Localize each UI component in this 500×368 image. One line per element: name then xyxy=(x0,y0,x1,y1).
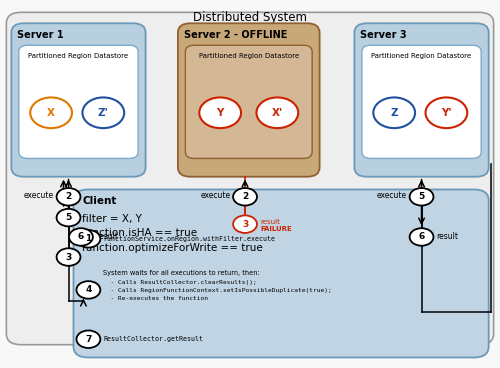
Text: FAILURE: FAILURE xyxy=(260,226,292,231)
Circle shape xyxy=(56,248,80,266)
FancyBboxPatch shape xyxy=(74,190,488,357)
Text: Client: Client xyxy=(82,196,117,206)
Text: Y: Y xyxy=(216,108,224,118)
Circle shape xyxy=(76,281,100,299)
Text: 5: 5 xyxy=(66,213,71,222)
Circle shape xyxy=(56,209,80,226)
Text: - Calls RegionFunctionContext.setIsPossibleDuplicate(true);: - Calls RegionFunctionContext.setIsPossi… xyxy=(104,288,332,293)
Text: Server 1: Server 1 xyxy=(18,30,64,40)
Text: Y': Y' xyxy=(441,108,452,118)
Circle shape xyxy=(233,188,257,206)
Text: Partitioned Region Datastore: Partitioned Region Datastore xyxy=(28,53,128,59)
FancyBboxPatch shape xyxy=(354,23,488,177)
Text: result: result xyxy=(260,219,280,225)
FancyBboxPatch shape xyxy=(362,45,481,159)
Text: result: result xyxy=(96,233,118,241)
Text: filter = X, Y: filter = X, Y xyxy=(82,213,142,224)
FancyBboxPatch shape xyxy=(19,45,138,159)
Text: 6: 6 xyxy=(78,233,84,241)
Text: 3: 3 xyxy=(242,220,248,229)
FancyBboxPatch shape xyxy=(12,23,145,177)
Circle shape xyxy=(426,98,468,128)
Circle shape xyxy=(200,98,241,128)
Text: 7: 7 xyxy=(85,335,91,344)
Text: Server 2 - OFFLINE: Server 2 - OFFLINE xyxy=(184,30,287,40)
Text: 6: 6 xyxy=(418,233,424,241)
Circle shape xyxy=(256,98,298,128)
FancyBboxPatch shape xyxy=(6,13,494,345)
Circle shape xyxy=(30,98,72,128)
Text: 3: 3 xyxy=(66,252,71,262)
Circle shape xyxy=(233,215,257,233)
Text: ResultCollector.getResult: ResultCollector.getResult xyxy=(104,336,204,342)
Circle shape xyxy=(410,228,434,246)
Text: 5: 5 xyxy=(418,192,424,201)
Circle shape xyxy=(76,230,100,248)
Text: FunctionService.onRegion.withFilter.execute: FunctionService.onRegion.withFilter.exec… xyxy=(104,236,276,242)
Text: - Calls ResultCollector.clearResults();: - Calls ResultCollector.clearResults(); xyxy=(104,280,257,285)
Text: 1: 1 xyxy=(86,234,91,243)
Text: - Re-executes the function: - Re-executes the function xyxy=(104,296,208,301)
Text: result: result xyxy=(436,233,458,241)
Text: X: X xyxy=(47,108,55,118)
Text: Distributed System: Distributed System xyxy=(193,11,307,24)
Text: Z': Z' xyxy=(98,108,109,118)
Circle shape xyxy=(69,228,93,246)
Text: 2: 2 xyxy=(242,192,248,201)
Text: 4: 4 xyxy=(85,286,91,294)
FancyBboxPatch shape xyxy=(186,45,312,159)
Circle shape xyxy=(82,98,124,128)
Circle shape xyxy=(76,330,100,348)
Circle shape xyxy=(410,188,434,206)
Text: function.optimizeForWrite == true: function.optimizeForWrite == true xyxy=(82,243,263,253)
Text: X': X' xyxy=(272,108,283,118)
Text: Z: Z xyxy=(390,108,398,118)
Text: function.isHA == true: function.isHA == true xyxy=(82,228,198,238)
Text: Server 3: Server 3 xyxy=(360,30,407,40)
Text: 2: 2 xyxy=(66,192,71,201)
Text: Partitioned Region Datastore: Partitioned Region Datastore xyxy=(372,53,472,59)
Text: Partitioned Region Datastore: Partitioned Region Datastore xyxy=(198,53,299,59)
Text: execute: execute xyxy=(377,191,407,200)
Text: System waits for all executions to return, then:: System waits for all executions to retur… xyxy=(104,270,260,276)
Text: execute: execute xyxy=(24,191,54,200)
Circle shape xyxy=(374,98,415,128)
FancyBboxPatch shape xyxy=(178,23,320,177)
Text: execute: execute xyxy=(200,191,230,200)
Circle shape xyxy=(56,188,80,206)
